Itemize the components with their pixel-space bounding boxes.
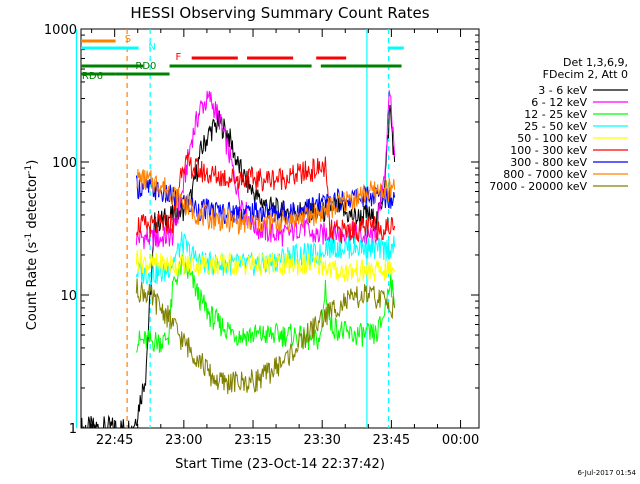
y-tick-label: 100 bbox=[52, 156, 77, 171]
series-line bbox=[135, 278, 396, 395]
x-tick-label: 23:30 bbox=[303, 433, 340, 448]
legend-header-line-1: Det 1,3,6,9, bbox=[563, 56, 628, 69]
status-bar-label: RD6 bbox=[82, 71, 103, 82]
x-tick-label: 23:00 bbox=[165, 433, 202, 448]
x-tick-label: 23:15 bbox=[234, 433, 271, 448]
y-tick-label: 1 bbox=[69, 422, 77, 437]
legend-entry-label: 100 - 300 keV bbox=[510, 144, 587, 157]
legend-entry-label: 12 - 25 keV bbox=[524, 108, 587, 121]
legend-header-line-2: FDecim 2, Att 0 bbox=[543, 68, 628, 81]
legend-entry-label: 3 - 6 keV bbox=[538, 84, 587, 97]
y-tick-label: 1000 bbox=[44, 23, 77, 38]
series-line bbox=[135, 151, 396, 245]
x-tick-label: 23:45 bbox=[373, 433, 410, 448]
y-axis-label-group: Count Rate (s-1 detector-1) bbox=[24, 160, 40, 331]
legend-entry-label: 300 - 800 keV bbox=[510, 156, 587, 169]
legend-entry-label: 25 - 50 keV bbox=[524, 120, 587, 133]
series-line bbox=[136, 169, 396, 235]
status-bar-label: S bbox=[125, 34, 131, 45]
legend-entry-label: 800 - 7000 keV bbox=[503, 168, 587, 181]
legend-entry-label: 7000 - 20000 keV bbox=[489, 180, 587, 193]
status-bar-label: F bbox=[176, 52, 182, 63]
plot-layer: 1 10 100 1000 22:45 23:00 23:15 23:30 23:45 00:00… bbox=[44, 23, 628, 448]
series-line bbox=[135, 231, 396, 286]
series-line bbox=[135, 248, 396, 283]
timestamp: 6-Jul-2017 01:54 bbox=[577, 469, 636, 477]
y-axis-label: Count Rate (s-1 detector-1) bbox=[24, 160, 40, 331]
chart-title: HESSI Observing Summary Count Rates bbox=[130, 4, 429, 22]
status-bar-label: RD0 bbox=[135, 61, 156, 72]
legend-entry-label: 6 - 12 keV bbox=[531, 96, 587, 109]
series-line bbox=[135, 253, 396, 353]
x-axis-label: Start Time (23-Oct-14 22:37:42) bbox=[175, 457, 385, 472]
x-tick-label: 22:45 bbox=[96, 433, 133, 448]
status-bar-label: N bbox=[148, 42, 155, 53]
series-line bbox=[81, 104, 396, 428]
legend-entry-label: 50 - 100 keV bbox=[517, 132, 587, 145]
series-group bbox=[81, 90, 396, 428]
x-tick-label: 00:00 bbox=[442, 433, 479, 448]
plot-frame bbox=[80, 28, 480, 429]
y-tick-label: 10 bbox=[60, 289, 77, 304]
series-line bbox=[135, 90, 396, 251]
